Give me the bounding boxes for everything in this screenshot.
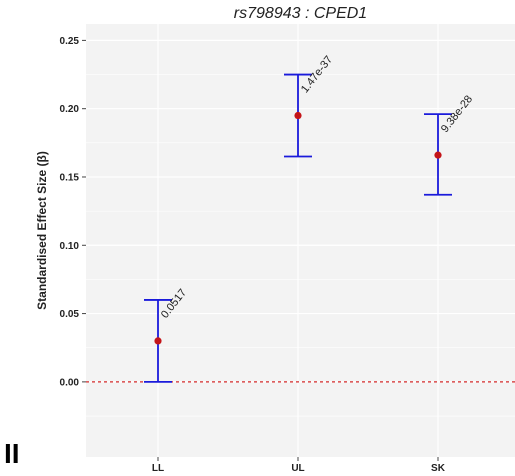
x-tick-label: UL (291, 463, 304, 474)
effect-point (294, 111, 302, 120)
gridlines (86, 24, 515, 457)
effect-point (154, 337, 162, 345)
y-tick-label: 0.15 (60, 172, 80, 183)
y-tick-label: 0.10 (60, 241, 80, 252)
axes: 0.00 0.05 0.10 0.15 0.20 0.25 LL UL SK (60, 36, 446, 474)
y-tick-label: 0.00 (60, 377, 80, 388)
y-axis-label: Standardised Effect Size (β) (35, 151, 49, 310)
y-tick-label: 0.05 (60, 309, 80, 320)
chart-title: rs798943 : CPED1 (234, 5, 367, 22)
effect-point (434, 151, 442, 159)
x-tick-label: LL (152, 463, 164, 474)
panel-label: II (4, 438, 20, 469)
y-tick-label: 0.25 (60, 36, 80, 47)
x-tick-label: SK (431, 463, 446, 474)
y-tick-label: 0.20 (60, 104, 80, 115)
